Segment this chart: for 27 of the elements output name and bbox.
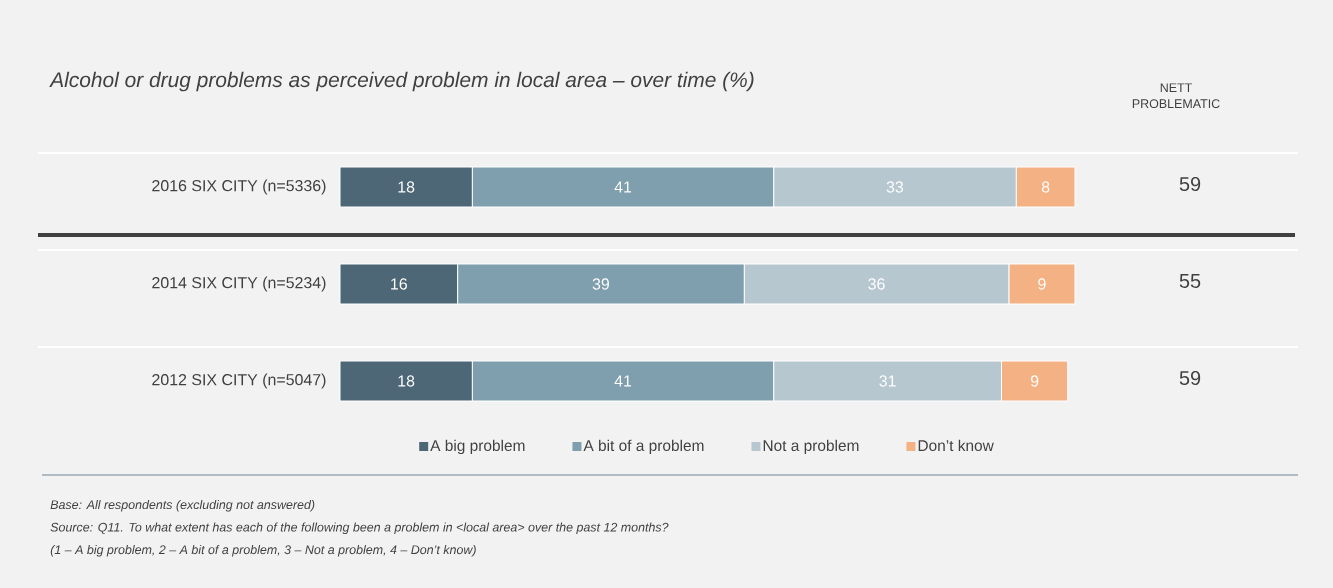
y-tick-label: 2014 SIX CITY (n=5234)	[152, 276, 326, 292]
text: (1 – A big problem, 2 – A bit of a problem, 3 – Not a problem, 4 – Don’t know)	[50, 544, 476, 557]
legend-label: A bit of a problem	[583, 439, 704, 455]
data-label: 16	[391, 278, 407, 290]
legend-label: Don’t know	[918, 439, 994, 452]
data-label: 31	[879, 375, 896, 387]
y-tick-label: 2012 SIX CITY (n=5047)	[152, 373, 326, 389]
legend-label: Not a problem	[763, 439, 859, 455]
text: 59	[1179, 370, 1201, 386]
legend-label: A big problem	[430, 439, 525, 455]
data-label: 18	[398, 375, 415, 387]
text: Base: All respondents (excluding not answered)	[50, 499, 315, 512]
source-note: Source: Q11. To what extent has each of the following been a problem in <local area> over the past 12 months?	[50, 522, 669, 535]
chart-title: Alcohol or drug problems as perceived problem in local area – over time (%)	[49, 71, 754, 92]
data-label: 9	[1038, 278, 1046, 290]
data-label: 33	[886, 181, 904, 193]
data-label: 9	[1030, 375, 1039, 387]
y-tick-label: 2016 SIX CITY (n=5336)	[152, 179, 326, 195]
data-label: 41	[614, 375, 632, 387]
data-label: 18	[398, 181, 415, 193]
text: 59	[1179, 176, 1201, 192]
data-label: 39	[592, 278, 610, 290]
text: 55	[1179, 274, 1201, 288]
data-label: 8	[1041, 181, 1050, 193]
data-label: 41	[614, 181, 632, 193]
data-label: 36	[868, 278, 885, 290]
text: NETT PROBLEMATIC	[1132, 83, 1220, 109]
